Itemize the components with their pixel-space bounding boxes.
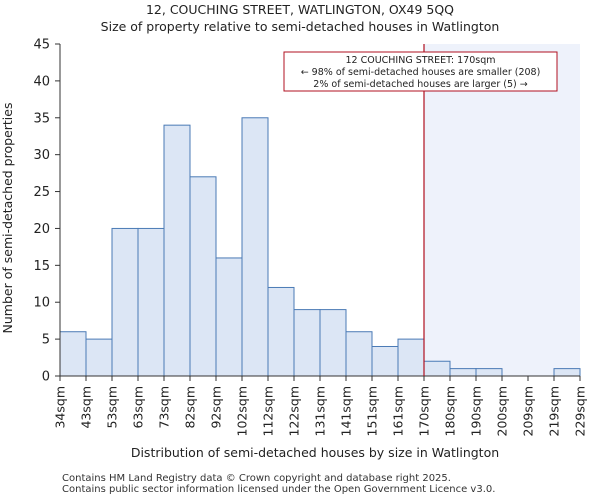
x-tick-label: 43sqm	[79, 386, 94, 429]
y-tick-label: 30	[33, 148, 50, 163]
annotation-line-1: 12 COUCHING STREET: 170sqm	[345, 55, 495, 66]
x-tick-label: 190sqm	[469, 386, 484, 436]
x-tick-label: 229sqm	[573, 386, 588, 436]
bar-122sqm	[293, 309, 321, 377]
x-tick-label: 73sqm	[157, 386, 172, 429]
annotation-line-3: 2% of semi-detached houses are larger (5…	[313, 79, 527, 90]
y-tick-label: 45	[33, 38, 50, 53]
annotation-line-2: ← 98% of semi-detached houses are smalle…	[301, 67, 541, 78]
bar-170sqm	[423, 360, 451, 377]
x-tick-label: 180sqm	[443, 386, 458, 436]
x-tick-label: 131sqm	[313, 386, 328, 436]
y-tick-label: 10	[33, 296, 50, 311]
x-tick-label: 141sqm	[339, 386, 354, 436]
bar-141sqm	[345, 331, 373, 377]
bar-151sqm	[371, 345, 399, 377]
bar-63sqm	[137, 227, 165, 377]
bar-34sqm	[59, 331, 87, 377]
y-axis-label: Number of semi-detached properties	[0, 103, 15, 334]
x-tick-label: 219sqm	[547, 386, 562, 436]
bar-82sqm	[189, 176, 217, 377]
larger-houses-region	[424, 44, 580, 376]
x-tick-label: 200sqm	[495, 386, 510, 436]
y-tick-label: 40	[33, 74, 50, 89]
x-tick-label: 112sqm	[261, 386, 276, 436]
bar-53sqm	[111, 227, 139, 377]
bar-92sqm	[215, 257, 243, 377]
bar-180sqm	[449, 368, 477, 377]
bar-73sqm	[163, 124, 191, 377]
x-tick-label: 34sqm	[53, 386, 68, 429]
x-tick-label: 63sqm	[131, 386, 146, 429]
y-tick-label: 35	[33, 111, 50, 126]
footer-licence: Contains public sector information licen…	[62, 484, 496, 495]
bar-102sqm	[241, 117, 269, 377]
y-tick-label: 15	[33, 259, 50, 274]
y-tick-label: 5	[42, 333, 50, 348]
bar-161sqm	[397, 338, 425, 377]
chart-subtitle: Size of property relative to semi-detach…	[100, 19, 500, 34]
x-tick-label: 209sqm	[521, 386, 536, 436]
x-axis-label: Distribution of semi-detached houses by …	[131, 445, 499, 460]
chart-title: 12, COUCHING STREET, WATLINGTON, OX49 5Q…	[145, 2, 455, 17]
annotation-box	[283, 51, 558, 92]
x-tick-label: 82sqm	[183, 386, 198, 429]
bar-131sqm	[319, 309, 347, 377]
bar-190sqm	[475, 368, 503, 377]
x-tick-label: 53sqm	[105, 386, 120, 429]
y-tick-label: 25	[33, 185, 50, 200]
footer-copyright: Contains HM Land Registry data © Crown c…	[62, 473, 451, 484]
bar-219sqm	[553, 368, 581, 377]
bar-43sqm	[85, 338, 113, 377]
x-tick-label: 151sqm	[365, 386, 380, 436]
x-tick-label: 161sqm	[391, 386, 406, 436]
bar-112sqm	[267, 286, 295, 377]
x-tick-label: 170sqm	[417, 386, 432, 436]
x-tick-label: 92sqm	[209, 386, 224, 429]
x-tick-label: 122sqm	[287, 386, 302, 436]
x-tick-label: 102sqm	[235, 386, 250, 436]
y-tick-label: 0	[42, 370, 50, 385]
y-tick-label: 20	[33, 222, 50, 237]
